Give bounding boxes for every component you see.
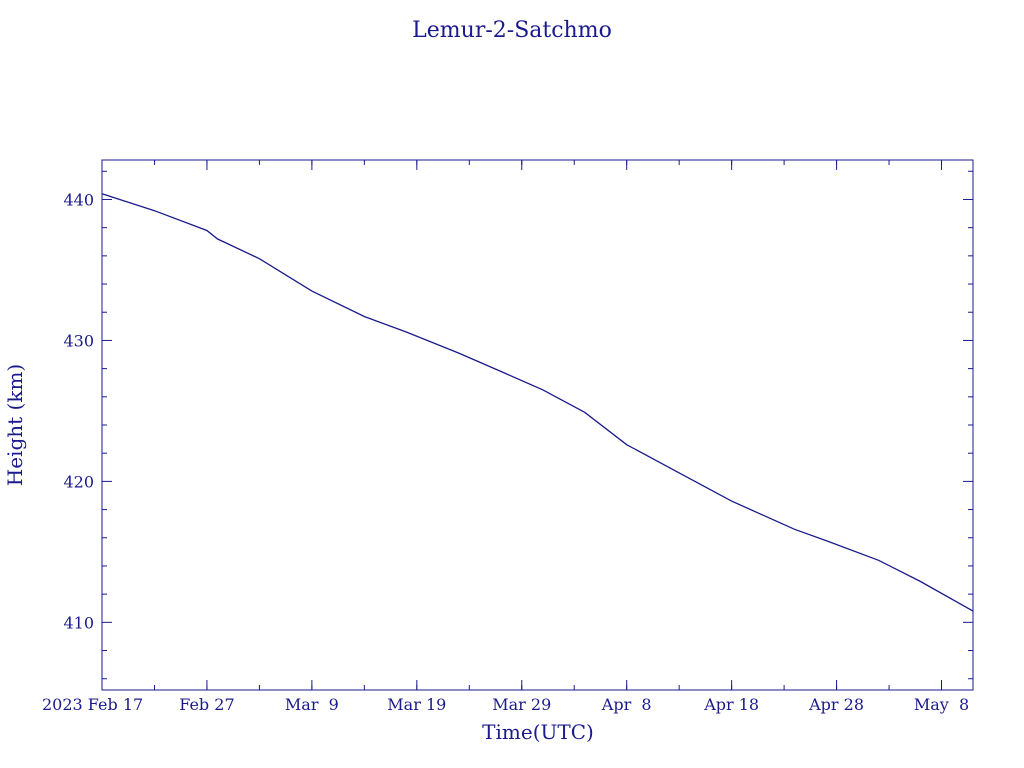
plot-frame xyxy=(101,159,974,691)
height-series-line xyxy=(101,193,974,612)
x-axis-label: Time(UTC) xyxy=(482,720,594,744)
axis-ticks xyxy=(101,160,973,690)
axis-tick-labels: 2023 Feb 17 Feb 27 Mar 9 Mar 19 Mar 29 Apr 8 A… xyxy=(42,190,969,714)
y-axis-label: Height (km) xyxy=(3,364,27,486)
x-tick-label: Apr 28 xyxy=(808,695,864,714)
y-tick-label: 430 xyxy=(63,331,94,350)
x-tick-label: Mar 29 xyxy=(492,695,551,714)
x-tick-label: Feb 27 xyxy=(179,695,234,714)
y-tick-label: 420 xyxy=(63,472,94,491)
x-tick-label: Mar 19 xyxy=(387,695,446,714)
x-tick-label: Apr 8 xyxy=(601,695,652,714)
x-tick-label: 2023 Feb 17 xyxy=(42,695,143,714)
y-tick-label: 440 xyxy=(63,190,94,209)
x-tick-label: Mar 9 xyxy=(285,695,339,714)
chart-title: Lemur-2-Satchmo xyxy=(412,18,612,43)
y-tick-label: 410 xyxy=(63,613,94,632)
x-tick-label: Apr 18 xyxy=(703,695,759,714)
x-tick-label: May 8 xyxy=(914,695,969,714)
